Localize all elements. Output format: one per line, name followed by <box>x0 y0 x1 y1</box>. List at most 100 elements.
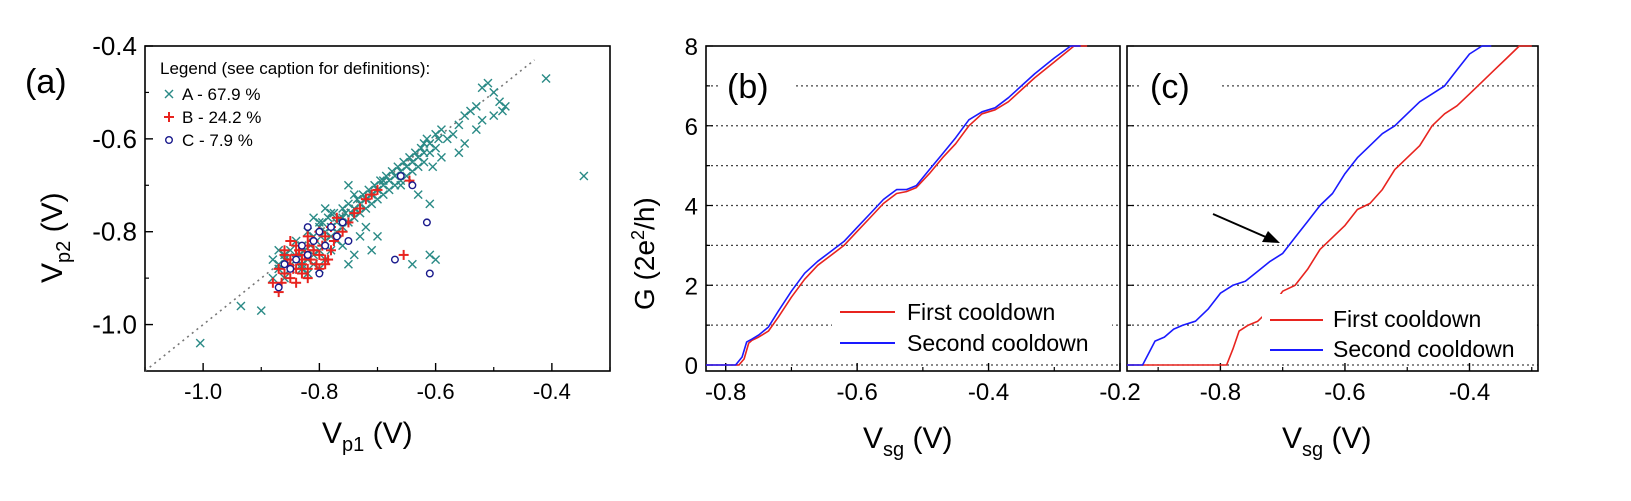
data-point-a <box>352 194 362 204</box>
data-point-a <box>338 204 348 213</box>
panel-c-frame <box>1126 45 1539 372</box>
data-point-b <box>326 245 336 256</box>
data-point-b <box>360 194 371 205</box>
data-point-a <box>349 190 359 200</box>
data-point-b <box>279 268 290 279</box>
data-point-a <box>355 231 365 241</box>
data-point-c <box>332 232 341 241</box>
data-point-a <box>256 306 266 316</box>
y-tick-label: 6 <box>685 114 698 141</box>
data-point-c <box>297 241 306 250</box>
legend-markers <box>164 89 174 144</box>
data-point-a <box>268 255 278 265</box>
data-point-a <box>396 180 406 190</box>
data-point-c <box>286 264 295 273</box>
data-point-a <box>407 166 417 176</box>
panel-label-a: (a) <box>25 63 67 101</box>
data-point-c <box>303 250 312 259</box>
data-point-c <box>292 255 301 264</box>
x-tick-label: -1.0 <box>184 379 222 404</box>
panel-b-gridlines <box>706 85 1120 366</box>
x-tick-label: -0.2 <box>1099 379 1140 406</box>
data-point-a <box>489 111 499 121</box>
data-point-a <box>448 129 458 139</box>
panel-label-c: (c) <box>1150 68 1190 106</box>
y-tick-label: -0.4 <box>92 31 137 61</box>
legend-marker-c <box>164 135 173 144</box>
data-point-c <box>408 181 417 190</box>
x-tick-label: -0.8 <box>300 379 338 404</box>
data-point-a <box>407 157 417 167</box>
panel-c-lines <box>1127 45 1532 366</box>
data-point-a <box>375 176 385 186</box>
legend-second-b: Second cooldown <box>907 330 1089 356</box>
panel-a-points <box>195 74 589 348</box>
data-point-a <box>541 74 551 83</box>
data-point-a <box>460 139 470 148</box>
legend-entry-c: C - 7.9 % <box>182 131 253 150</box>
data-point-c <box>315 269 324 278</box>
data-point-a <box>326 208 336 218</box>
data-point-b <box>273 263 284 274</box>
data-point-c <box>315 227 324 236</box>
data-point-b <box>314 249 325 260</box>
data-point-a <box>431 129 441 139</box>
panel-a-ticks: -1.0 -0.8 -0.6 -0.4 -1.0 -0.8 -0.6 -0.4 <box>92 31 611 404</box>
y-tick-label: 4 <box>685 194 698 221</box>
x-tick-label: -0.4 <box>1449 379 1490 406</box>
x-tick-label: -0.8 <box>1200 379 1241 406</box>
label-mask-c <box>1140 62 1220 110</box>
data-point-a <box>343 259 353 269</box>
data-point-c <box>425 269 434 278</box>
y-tick-label: 0 <box>685 353 698 380</box>
legend-entry-b: B - 24.2 % <box>182 108 261 127</box>
data-point-a <box>413 162 423 172</box>
data-point-a <box>384 185 394 195</box>
data-point-a <box>314 217 324 227</box>
data-point-b <box>279 249 290 260</box>
data-point-a <box>393 162 403 172</box>
data-point-b <box>372 184 383 195</box>
data-point-c <box>327 223 336 232</box>
data-point-a <box>425 199 435 209</box>
data-point-a <box>428 162 438 172</box>
data-point-a <box>402 162 412 172</box>
data-point-a <box>442 134 452 144</box>
x-tick-label: -0.6 <box>836 379 877 406</box>
data-point-a <box>317 217 327 227</box>
panel-b: -0.8 -0.6 -0.4 -0.2 0 2 4 6 8 (b) First cooldown… <box>628 34 1141 461</box>
data-point-a <box>477 83 487 93</box>
x-tick-label: -0.6 <box>417 379 455 404</box>
data-point-c <box>309 236 318 245</box>
data-point-a <box>477 115 487 125</box>
data-point-c <box>344 236 353 245</box>
data-point-a <box>399 157 409 167</box>
data-point-a <box>422 134 432 144</box>
legend-first-c: First cooldown <box>1333 306 1481 332</box>
data-point-b <box>308 245 319 256</box>
panel-a: -1.0 -0.8 -0.6 -0.4 -1.0 -0.8 -0.6 -0.4 (a) Leg… <box>25 31 611 456</box>
label-mask-b <box>720 62 795 110</box>
data-point-a <box>419 157 429 167</box>
data-point-a <box>460 111 470 121</box>
data-point-a <box>367 245 377 255</box>
data-point-a <box>349 250 359 260</box>
data-point-a <box>378 190 388 200</box>
data-point-b <box>285 273 296 284</box>
panel-b-ticks: -0.8 -0.6 -0.4 -0.2 0 2 4 6 8 <box>685 34 1141 406</box>
legend-second-c: Second cooldown <box>1333 336 1515 362</box>
x-axis-label-a: Vp1 (V) <box>322 417 413 456</box>
y-axis-label-b: G (2e2/h) <box>628 197 660 310</box>
data-point-a <box>274 245 284 255</box>
data-point-a <box>431 255 441 265</box>
series-line-second-cooldown <box>1127 45 1492 366</box>
y-tick-label: -0.8 <box>92 217 137 247</box>
legend-first-b: First cooldown <box>907 299 1055 325</box>
data-point-a <box>378 176 388 186</box>
data-point-a <box>436 152 446 162</box>
data-point-a <box>404 152 414 162</box>
annotation-arrow <box>1212 213 1280 243</box>
data-point-a <box>407 259 417 269</box>
legend-mask-b <box>832 294 1112 362</box>
